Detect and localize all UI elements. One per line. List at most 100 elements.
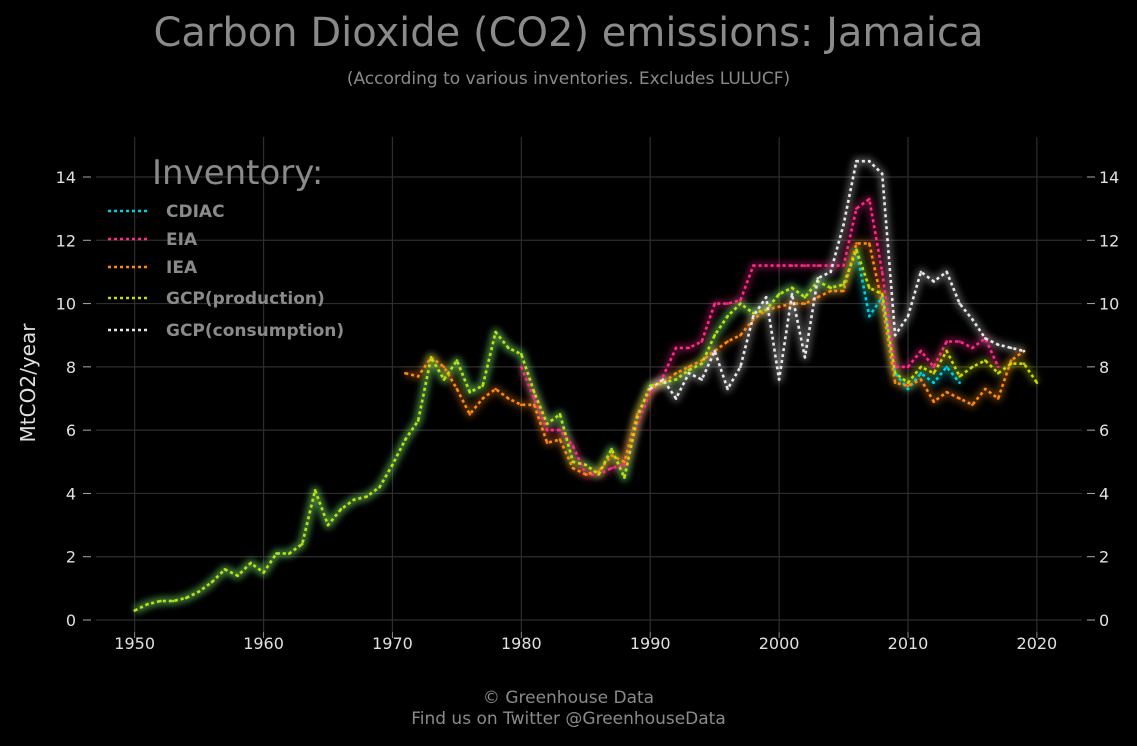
legend-label: EIA [166, 230, 198, 250]
data-point [919, 270, 923, 274]
data-point [919, 349, 923, 353]
y-tick-label-left: 0 [66, 611, 76, 630]
chart-title: Carbon Dioxide (CO2) emissions: Jamaica [153, 10, 984, 56]
data-point [610, 447, 613, 451]
chart-subtitle: (According to various inventories. Exclu… [346, 69, 791, 89]
data-point [300, 542, 304, 546]
data-point [636, 416, 639, 419]
data-point [468, 390, 472, 394]
data-point [313, 489, 317, 492]
x-tick-label: 1990 [630, 634, 671, 653]
data-point [1009, 359, 1013, 362]
y-tick-label-left: 4 [66, 484, 76, 503]
data-point [648, 387, 652, 391]
data-point [752, 314, 755, 318]
data-point [532, 403, 536, 407]
data-point [545, 428, 549, 432]
data-point [558, 413, 562, 416]
data-point [636, 413, 639, 416]
data-point [184, 596, 188, 600]
data-point [752, 311, 755, 315]
data-point [880, 270, 884, 274]
data-point [687, 371, 691, 375]
data-point [610, 466, 613, 470]
data-point [442, 365, 446, 369]
data-point [610, 454, 613, 457]
data-point [726, 314, 729, 318]
legend-label: IEA [166, 258, 198, 278]
data-point [648, 390, 652, 394]
data-point [648, 384, 652, 388]
data-point [932, 280, 936, 283]
data-point [520, 403, 523, 407]
data-point [391, 463, 394, 467]
data-point [520, 352, 523, 356]
data-point [352, 498, 356, 502]
data-point [597, 473, 600, 476]
data-point [996, 343, 1000, 347]
data-point [842, 289, 845, 293]
data-point [958, 340, 961, 343]
x-tick-label: 2010 [888, 634, 929, 653]
series-glow-line [648, 157, 1025, 402]
data-point [855, 207, 858, 210]
data-point [906, 384, 910, 388]
data-point [971, 365, 974, 369]
data-point [803, 302, 807, 305]
data-point [133, 609, 136, 612]
data-point [777, 292, 781, 296]
data-point [726, 302, 729, 305]
data-point [868, 197, 871, 201]
data-point [416, 419, 420, 422]
data-point [494, 387, 497, 391]
data-point [945, 349, 948, 353]
data-point [674, 346, 678, 350]
data-point [932, 371, 936, 375]
data-point [571, 444, 575, 448]
y-tick-label-left: 8 [66, 358, 76, 377]
data-point [520, 365, 523, 369]
y-tick-label-left: 2 [66, 548, 76, 567]
legend-label: GCP(consumption) [166, 321, 344, 341]
axes: 1950 1960 1970 1980 1990 2000 2010 2020 0 0 2 2 4 4 6 6… [56, 168, 1120, 653]
data-point [906, 314, 910, 318]
data-point [803, 295, 807, 299]
x-tick-label: 1980 [501, 634, 542, 653]
data-point [932, 381, 936, 385]
y-tick-label-right: 8 [1099, 358, 1109, 377]
data-point [945, 340, 948, 343]
data-point [661, 378, 665, 381]
series-lines [133, 159, 1039, 612]
data-point [945, 365, 948, 369]
data-point [545, 422, 549, 426]
data-point [404, 371, 407, 375]
data-point [223, 568, 227, 571]
data-point [571, 466, 575, 470]
data-point [172, 599, 175, 603]
data-point [146, 602, 149, 606]
data-point [507, 397, 510, 400]
data-point [700, 362, 704, 366]
data-point [984, 337, 987, 340]
data-point [790, 264, 794, 267]
data-point [932, 365, 936, 369]
data-point [404, 438, 407, 441]
data-point [752, 264, 755, 267]
data-point [790, 286, 794, 290]
data-point [339, 508, 343, 511]
data-point [829, 286, 832, 290]
data-point [803, 264, 807, 267]
data-point [1022, 362, 1026, 366]
data-point [855, 159, 858, 163]
series-glow [133, 157, 1040, 614]
data-point [945, 390, 948, 394]
data-point [481, 384, 485, 388]
y-tick-label-left: 12 [56, 231, 76, 250]
data-point [494, 330, 497, 334]
x-tick-label: 1970 [372, 634, 413, 653]
data-point [996, 371, 1000, 375]
data-point [816, 264, 820, 267]
data-point [764, 295, 768, 299]
data-point [623, 463, 626, 467]
data-point [197, 590, 201, 593]
